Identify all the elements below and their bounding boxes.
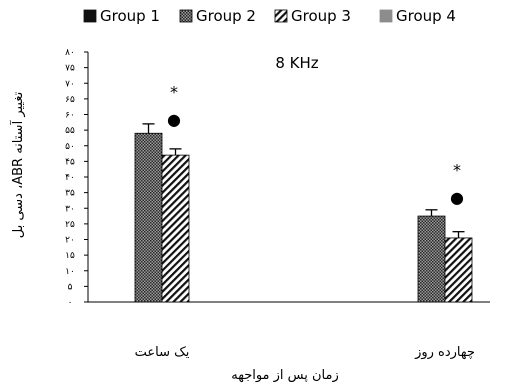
legend-label: Group 4 (396, 7, 456, 25)
y-axis-title: تغییر آستانه ABR، دسی بل (9, 91, 26, 238)
x-axis-title: زمان پس از مواجهه (231, 368, 339, 383)
annotations: * ● * ● (167, 83, 464, 207)
legend-label: Group 1 (100, 7, 160, 25)
y-tick-label: ۷۵ (65, 64, 75, 74)
bar (161, 154, 190, 303)
y-tick-label: ۲۰ (65, 236, 75, 246)
legend-swatch (179, 9, 193, 23)
y-tick-label: ۲۵ (65, 220, 75, 230)
bar (134, 132, 163, 303)
y-tick-label: ۰ (68, 298, 73, 308)
legend-label: Group 2 (196, 7, 256, 25)
y-tick-label: ۶۰ (65, 111, 75, 121)
x-category-label: یک ساعت (135, 345, 190, 360)
y-tick-label: ۷۰ (65, 79, 75, 89)
legend: Group 1 Group 2 Group 3 Group 4 (83, 7, 456, 25)
y-axis: ۰ ۵ ۱۰ ۱۵ ۲۰ ۲۵ ۳۰ ۳۵ ۴۰ ۴۵ ۵۰ ۵۵ ۶۰ ۶۵ ۷۰ ۷۵ ۸۰ (65, 48, 89, 308)
y-tick-label: ۴۰ (65, 173, 75, 183)
y-tick-label: ۱۵ (65, 251, 75, 261)
y-tick-label: ۸۰ (65, 48, 75, 58)
y-tick-label: ۶۵ (65, 95, 75, 105)
y-tick-label: ۵۵ (65, 126, 75, 136)
bars (134, 123, 473, 303)
y-tick-label: ۵ (68, 282, 73, 292)
y-tick-label: ۳۵ (65, 189, 75, 199)
chart-title: 8 KHz (275, 54, 318, 72)
significance-dot: ● (167, 110, 181, 129)
legend-swatch (274, 9, 288, 23)
x-category-label: چهارده روز (414, 345, 475, 360)
significance-asterisk: * (453, 161, 461, 180)
y-tick-label: ۱۰ (65, 267, 75, 277)
bar (444, 237, 473, 303)
y-tick-label: ۳۰ (65, 204, 75, 214)
legend-swatch (379, 9, 393, 23)
x-axis: یک ساعت چهارده روز (88, 301, 490, 360)
bar (417, 215, 446, 303)
significance-dot: ● (450, 188, 464, 207)
y-tick-label: ۴۵ (65, 157, 75, 167)
y-tick-label: ۵۰ (65, 142, 75, 152)
legend-swatch (83, 9, 97, 23)
legend-label: Group 3 (291, 7, 351, 25)
significance-asterisk: * (170, 83, 178, 102)
